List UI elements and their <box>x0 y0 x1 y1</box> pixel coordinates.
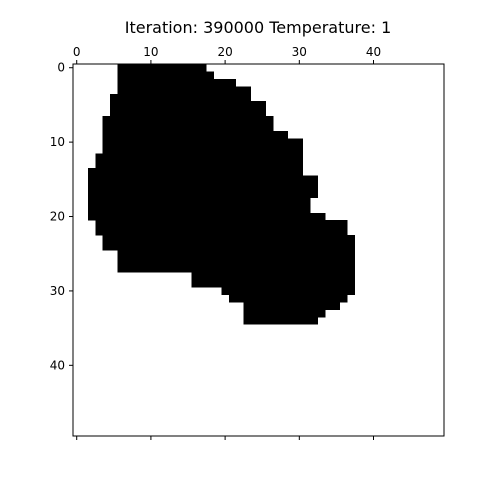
filled-cell-run <box>102 242 355 251</box>
y-tick-label: 10 <box>50 135 65 149</box>
filled-cell-run <box>95 220 348 228</box>
filled-cell-run <box>243 302 341 310</box>
filled-cell-run <box>117 86 252 95</box>
filled-cell-run <box>102 116 274 124</box>
filled-cell-run <box>87 190 318 199</box>
filled-cell-run <box>87 168 304 176</box>
filled-cell-run <box>243 309 326 318</box>
filled-cell-run <box>102 138 304 147</box>
filled-cell-run <box>117 264 355 273</box>
y-tick-label: 0 <box>57 61 65 75</box>
axes: 0 10 20 30 40 0 10 20 30 40 <box>50 45 381 440</box>
y-tick-label: 30 <box>50 284 65 298</box>
filled-cell-run <box>87 205 311 214</box>
filled-cell-run <box>110 108 266 117</box>
filled-cell-run <box>191 279 355 288</box>
filled-cell-run <box>117 250 355 258</box>
filled-cell-run <box>102 130 289 139</box>
filled-cell-run <box>191 272 355 281</box>
y-tick-label: 40 <box>50 358 65 372</box>
filled-cell-run <box>87 175 318 184</box>
filled-cell-run <box>87 183 318 191</box>
filled-cell-run <box>102 235 355 243</box>
filled-cell-run <box>87 212 326 221</box>
x-tick-label: 30 <box>292 45 307 59</box>
filled-cell-run <box>87 197 311 206</box>
filled-cell-run <box>110 101 266 109</box>
x-tick-label: 0 <box>73 45 81 59</box>
filled-cell-run <box>102 123 274 132</box>
filled-cell-run <box>95 153 304 162</box>
plot-frame <box>72 63 445 437</box>
filled-cell-run <box>117 78 237 87</box>
filled-cell-run <box>117 64 207 72</box>
filled-cell-run <box>95 160 304 169</box>
y-tick-label: 20 <box>50 210 65 224</box>
x-tick-label: 10 <box>143 45 158 59</box>
x-tick-label: 20 <box>217 45 232 59</box>
chart-title: Iteration: 390000 Temperature: 1 <box>125 18 392 37</box>
filled-cell-run <box>110 93 252 102</box>
filled-cell-run <box>228 294 348 303</box>
filled-cell-run <box>243 316 318 325</box>
filled-cell-run <box>102 145 304 154</box>
filled-cell-run <box>117 257 355 266</box>
filled-cell-run <box>117 71 214 80</box>
filled-cell-run <box>221 287 355 295</box>
filled-cell-run <box>95 227 348 236</box>
heatmap-cells <box>87 64 355 325</box>
x-tick-label: 40 <box>366 45 381 59</box>
